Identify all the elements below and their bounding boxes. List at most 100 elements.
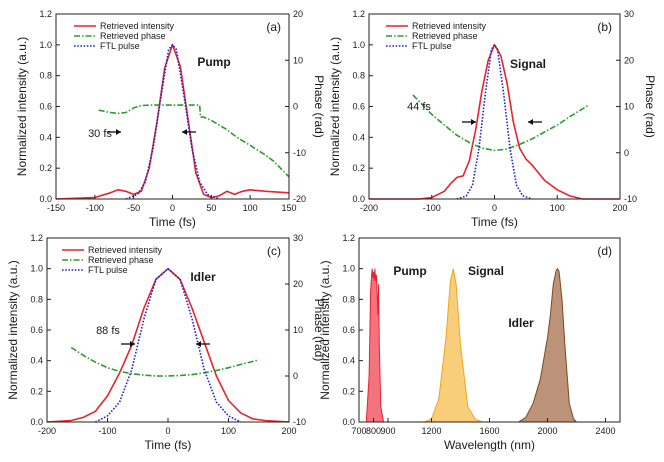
- fwhm-arrowhead-right: [182, 129, 187, 135]
- y2-axis-label: Phase (rad): [312, 75, 326, 138]
- y2-tick-label: 10: [624, 102, 634, 112]
- series-ftl-pulse-line: [125, 44, 220, 200]
- x-tick-label: -100: [423, 203, 441, 213]
- legend-entry: FTL pulse: [88, 265, 128, 275]
- series-retrieved-phase-line: [98, 104, 290, 178]
- series-retrieved-phase-line: [70, 346, 259, 377]
- legend-entry: Retrieved intensity: [412, 21, 487, 31]
- pulse-name-label: Pump: [197, 55, 230, 69]
- y-tick-label: 1.2: [352, 9, 365, 19]
- y-tick-label: 0.0: [352, 194, 365, 204]
- pulse-name-label: Idler: [190, 270, 216, 284]
- x-tick-label: -100: [86, 203, 104, 213]
- fwhm-arrowhead-right: [528, 119, 533, 125]
- y-tick-label: 0.4: [39, 132, 52, 142]
- y-tick-label: 1.0: [39, 40, 52, 50]
- series-retrieved-intensity-line: [369, 44, 620, 200]
- x-tick-label: 2000: [537, 426, 557, 436]
- y-tick-label: 1.0: [352, 40, 365, 50]
- series-idler-area: [516, 267, 578, 423]
- x-axis-label: Time (fs): [471, 215, 518, 229]
- y2-tick-label: 0: [624, 148, 629, 158]
- x-tick-label: 700: [351, 426, 366, 436]
- x-tick-label: -200: [360, 203, 378, 213]
- y-tick-label: 1.2: [30, 233, 43, 243]
- chart-panel-2: -200 -100 0 100 2000.00.20.40.60.81.01.2-100…: [328, 9, 657, 229]
- y-tick-label: 0.8: [39, 71, 52, 81]
- x-tick-label: -200: [38, 426, 56, 436]
- series-ftl-pulse-line: [456, 44, 533, 200]
- x-tick-label: 800: [366, 426, 381, 436]
- y-tick-label: 0.2: [342, 386, 355, 396]
- fwhm-arrowhead-left: [471, 119, 476, 125]
- series-retrieved-intensity-line: [55, 44, 290, 200]
- legend-entry: FTL pulse: [100, 41, 140, 51]
- series-retrieved-intensity-line: [46, 267, 290, 423]
- panel-label: (c): [267, 244, 281, 258]
- chart-panel-4: 700 800 900 1200 1600 2000 2400 0.0 0.2 0.4 0.6 0.8…: [318, 233, 621, 452]
- y2-tick-label: 30: [624, 9, 634, 19]
- y-axis-label: Normalized intensity (a.u.): [15, 37, 29, 176]
- y-tick-label: 0.0: [30, 417, 43, 427]
- x-tick-label: -50: [127, 203, 140, 213]
- x-tick-label: 100: [550, 203, 565, 213]
- series-pump-area: [365, 268, 385, 423]
- y-tick-label: 1.2: [342, 233, 355, 243]
- y-tick-label: 0.8: [30, 294, 43, 304]
- y2-tick-label: 20: [293, 279, 303, 289]
- x-axis-label: Time (fs): [149, 215, 196, 229]
- y2-axis-label: Phase (rad): [643, 75, 657, 138]
- y-tick-label: 0.8: [352, 71, 365, 81]
- fwhm-label: 88 fs: [96, 325, 120, 337]
- series-signal-area: [424, 268, 483, 423]
- y2-tick-label: -10: [293, 148, 306, 158]
- x-tick-label: -150: [47, 203, 65, 213]
- series-name-label-idler: Idler: [508, 316, 534, 330]
- panel-label: (d): [597, 244, 612, 258]
- y-tick-label: 0.4: [352, 132, 365, 142]
- y-tick-label: 0.2: [30, 386, 43, 396]
- legend-entry: Retrieved phase: [100, 31, 166, 41]
- plot-frame: [55, 13, 290, 200]
- x-tick-label: 50: [206, 203, 216, 213]
- y-axis-label: Normalized intensity (a.u.): [6, 260, 20, 399]
- legend-entry: FTL pulse: [412, 41, 452, 51]
- y2-tick-label: 30: [293, 233, 303, 243]
- fwhm-arrowhead-left: [130, 341, 135, 347]
- x-tick-label: 200: [612, 203, 627, 213]
- panel-label: (b): [597, 20, 612, 34]
- x-axis-label: Time (fs): [145, 438, 192, 452]
- y2-tick-label: 20: [624, 55, 634, 65]
- y-tick-label: 0.6: [30, 325, 43, 335]
- x-tick-label: 150: [281, 203, 296, 213]
- fwhm-arrowhead-left: [116, 129, 121, 135]
- legend-entry: Retrieved intensity: [100, 21, 175, 31]
- y-tick-label: 0.0: [39, 194, 52, 204]
- y-tick-label: 0.2: [39, 163, 52, 173]
- x-tick-label: 0: [165, 426, 170, 436]
- x-tick-label: 1600: [479, 426, 499, 436]
- x-tick-label: 0: [492, 203, 497, 213]
- series-retrieved-phase-line: [412, 94, 590, 152]
- y-tick-label: 0.2: [352, 163, 365, 173]
- y-tick-label: 0.4: [342, 356, 355, 366]
- series-name-label-signal: Signal: [468, 264, 504, 278]
- legend-entry: Retrieved phase: [412, 31, 478, 41]
- y-tick-label: 1.0: [30, 264, 43, 274]
- chart-panel-1: -150 -100 -50 0 50 100 1500.00.20.40.60.81.01.…: [15, 9, 326, 229]
- y-tick-label: 1.0: [342, 264, 355, 274]
- x-tick-label: 2400: [595, 426, 615, 436]
- x-tick-label: 100: [221, 426, 236, 436]
- panel-label: (a): [266, 20, 281, 34]
- x-tick-label: 200: [281, 426, 296, 436]
- y2-tick-label: 20: [293, 9, 303, 19]
- y-tick-label: 0.4: [30, 356, 43, 366]
- fwhm-label: 30 fs: [88, 128, 112, 140]
- y-axis-label: Normalized intensity (a.u.): [318, 260, 332, 399]
- y-tick-label: 0.6: [352, 102, 365, 112]
- series-name-label-pump: Pump: [393, 264, 426, 278]
- plot-frame: [46, 237, 290, 423]
- x-axis-label: Wavelength (nm): [444, 438, 535, 452]
- x-tick-label: -100: [98, 426, 116, 436]
- y-tick-label: 0.6: [342, 325, 355, 335]
